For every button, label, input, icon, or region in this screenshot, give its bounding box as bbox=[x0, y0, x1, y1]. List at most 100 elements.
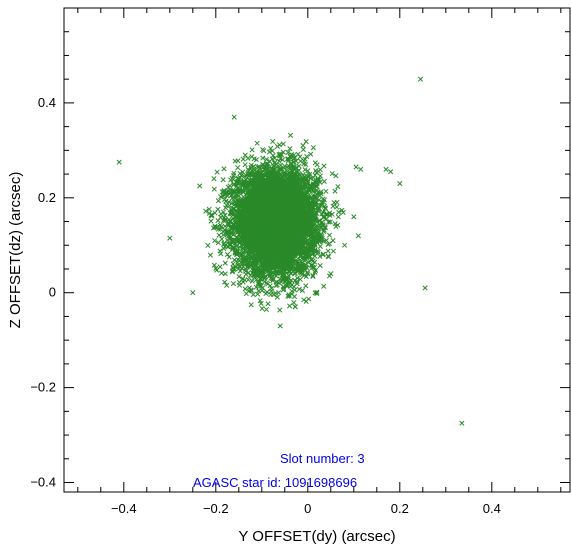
data-point bbox=[265, 301, 271, 307]
data-point bbox=[321, 283, 327, 289]
data-point bbox=[308, 151, 314, 157]
data-point bbox=[245, 259, 251, 265]
data-point bbox=[326, 232, 333, 238]
data-point bbox=[276, 158, 282, 164]
data-point bbox=[256, 288, 262, 294]
data-point bbox=[287, 146, 293, 152]
data-point bbox=[231, 172, 237, 179]
data-point bbox=[222, 279, 228, 285]
data-point bbox=[314, 289, 320, 295]
data-point bbox=[324, 212, 330, 218]
data-point bbox=[211, 262, 217, 268]
data-point bbox=[221, 245, 227, 252]
data-point bbox=[312, 246, 318, 253]
data-point bbox=[222, 260, 228, 266]
data-point bbox=[296, 286, 302, 292]
data-point bbox=[235, 178, 241, 184]
data-point bbox=[228, 234, 234, 240]
data-point bbox=[249, 278, 255, 284]
data-point bbox=[217, 264, 223, 270]
data-point bbox=[301, 297, 307, 303]
data-point bbox=[250, 272, 257, 278]
data-point bbox=[243, 177, 249, 183]
data-point bbox=[311, 188, 317, 194]
data-point bbox=[316, 234, 322, 240]
data-point bbox=[211, 176, 217, 182]
data-point bbox=[205, 242, 211, 249]
data-point bbox=[245, 263, 251, 270]
data-point bbox=[264, 161, 270, 167]
data-point bbox=[237, 170, 243, 177]
data-point bbox=[270, 138, 276, 145]
data-point bbox=[302, 167, 308, 173]
data-point bbox=[230, 281, 236, 287]
data-point bbox=[226, 254, 232, 260]
data-point bbox=[281, 284, 287, 290]
data-point bbox=[255, 291, 261, 297]
data-point bbox=[307, 183, 313, 189]
data-point bbox=[220, 232, 226, 238]
data-point bbox=[280, 141, 286, 147]
data-point bbox=[223, 191, 229, 197]
data-point bbox=[293, 158, 299, 164]
data-point bbox=[224, 230, 230, 236]
data-point bbox=[260, 155, 266, 161]
data-point bbox=[309, 199, 315, 205]
data-point bbox=[306, 296, 312, 302]
data-point bbox=[243, 291, 249, 297]
data-point bbox=[316, 168, 322, 174]
data-point bbox=[304, 153, 310, 160]
data-point bbox=[340, 209, 346, 215]
data-point bbox=[265, 161, 271, 167]
data-point bbox=[300, 142, 306, 149]
data-point bbox=[240, 156, 246, 162]
data-point bbox=[299, 249, 305, 255]
data-point bbox=[303, 139, 309, 145]
data-point bbox=[213, 265, 219, 271]
data-point bbox=[238, 222, 244, 228]
data-point bbox=[222, 212, 228, 218]
data-point bbox=[245, 277, 251, 283]
data-point bbox=[277, 151, 283, 157]
data-point bbox=[206, 210, 212, 216]
data-point bbox=[261, 261, 267, 267]
data-point bbox=[269, 276, 275, 282]
data-point bbox=[253, 174, 259, 181]
data-point bbox=[269, 148, 275, 154]
data-point bbox=[217, 226, 224, 232]
data-point bbox=[218, 194, 224, 200]
data-point bbox=[330, 248, 336, 254]
data-point bbox=[230, 265, 236, 271]
data-point bbox=[215, 198, 222, 204]
data-point bbox=[287, 303, 293, 309]
data-point bbox=[259, 161, 266, 168]
data-point bbox=[254, 277, 260, 283]
data-point bbox=[300, 147, 306, 153]
data-point bbox=[297, 154, 303, 160]
data-point bbox=[221, 166, 227, 172]
data-point bbox=[332, 221, 338, 227]
data-point bbox=[303, 283, 309, 289]
data-point bbox=[295, 168, 301, 174]
plot-frame bbox=[63, 7, 571, 493]
data-point bbox=[236, 274, 242, 280]
data-point bbox=[218, 211, 224, 217]
data-point bbox=[321, 228, 327, 235]
data-point bbox=[236, 279, 243, 286]
data-point bbox=[319, 199, 325, 205]
data-point bbox=[307, 212, 313, 218]
data-point bbox=[246, 168, 252, 174]
data-point bbox=[207, 252, 214, 258]
data-point bbox=[314, 162, 320, 168]
data-point bbox=[220, 177, 226, 183]
data-point bbox=[317, 202, 323, 208]
data-point bbox=[307, 253, 313, 260]
data-point bbox=[280, 157, 286, 163]
data-point bbox=[310, 273, 316, 279]
data-point bbox=[269, 285, 275, 291]
data-point bbox=[270, 163, 277, 169]
data-point bbox=[295, 151, 301, 157]
data-point bbox=[285, 149, 291, 155]
data-point bbox=[275, 290, 282, 296]
data-point bbox=[222, 271, 228, 277]
